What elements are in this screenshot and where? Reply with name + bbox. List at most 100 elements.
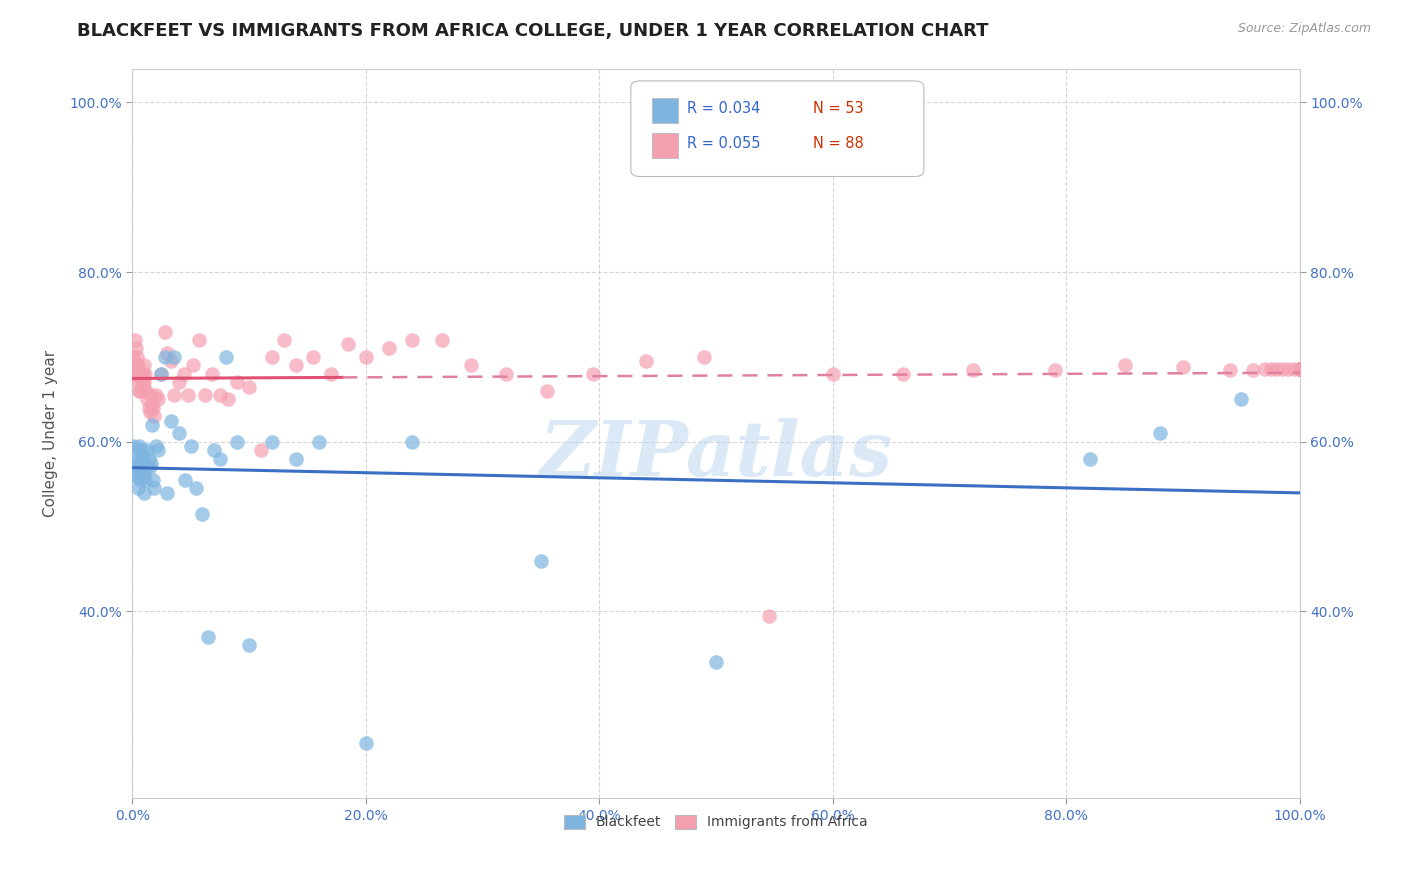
Point: [159, 354, 181, 368]
Point: [194, 388, 217, 402]
Point: [128, 367, 150, 381]
Point: [173, 473, 195, 487]
Point: [142, 473, 165, 487]
Point: [1288, 362, 1310, 376]
Point: [146, 392, 169, 407]
Point: [131, 443, 153, 458]
Point: [284, 451, 307, 466]
Point: [1241, 362, 1264, 376]
Point: [145, 439, 167, 453]
Point: [150, 367, 173, 381]
Point: [302, 350, 325, 364]
Point: [202, 443, 225, 458]
Point: [1171, 360, 1194, 375]
Point: [273, 333, 295, 347]
Point: [132, 456, 155, 470]
Point: [125, 367, 148, 381]
Point: [125, 342, 148, 356]
Point: [125, 460, 148, 475]
Point: [129, 367, 152, 381]
Point: [201, 367, 224, 381]
Point: [159, 414, 181, 428]
Point: [129, 460, 152, 475]
Point: [163, 350, 186, 364]
Point: [319, 367, 342, 381]
Point: [131, 367, 153, 381]
Point: [127, 376, 149, 390]
Text: R = 0.055: R = 0.055: [688, 136, 761, 151]
Point: [132, 359, 155, 373]
Point: [215, 350, 238, 364]
Point: [142, 401, 165, 415]
Point: [693, 350, 716, 364]
Point: [156, 485, 179, 500]
Point: [163, 388, 186, 402]
Y-axis label: College, Under 1 year: College, Under 1 year: [44, 350, 58, 516]
Point: [135, 384, 157, 398]
Point: [238, 639, 260, 653]
Point: [758, 608, 780, 623]
Point: [217, 392, 239, 407]
Point: [1288, 362, 1310, 376]
Point: [1288, 362, 1310, 376]
Point: [136, 443, 159, 458]
Point: [134, 473, 156, 487]
Point: [1282, 362, 1305, 376]
Point: [1230, 392, 1253, 407]
Point: [354, 736, 377, 750]
Point: [135, 460, 157, 475]
Point: [284, 359, 307, 373]
Legend: Blackfeet, Immigrants from Africa: Blackfeet, Immigrants from Africa: [558, 809, 873, 835]
Point: [125, 359, 148, 373]
FancyBboxPatch shape: [652, 98, 678, 123]
Point: [1254, 362, 1277, 376]
Point: [354, 350, 377, 364]
Point: [167, 426, 190, 441]
Text: R = 0.034: R = 0.034: [688, 101, 761, 116]
Point: [238, 379, 260, 393]
Point: [1043, 362, 1066, 376]
Point: [125, 451, 148, 466]
Point: [226, 376, 249, 390]
Point: [208, 388, 231, 402]
Point: [145, 388, 167, 402]
Point: [143, 409, 166, 424]
Point: [128, 443, 150, 458]
Point: [139, 460, 162, 475]
Point: [136, 392, 159, 407]
Point: [401, 434, 423, 449]
Point: [1288, 362, 1310, 376]
Point: [128, 384, 150, 398]
Point: [134, 384, 156, 398]
Point: [430, 333, 453, 347]
Point: [173, 367, 195, 381]
Text: N = 53: N = 53: [813, 101, 863, 116]
Point: [262, 350, 284, 364]
Point: [153, 350, 176, 364]
Point: [337, 337, 360, 351]
Point: [124, 456, 146, 470]
Point: [138, 401, 160, 415]
Point: [536, 384, 558, 398]
Point: [1260, 362, 1282, 376]
Point: [124, 333, 146, 347]
Text: BLACKFEET VS IMMIGRANTS FROM AFRICA COLLEGE, UNDER 1 YEAR CORRELATION CHART: BLACKFEET VS IMMIGRANTS FROM AFRICA COLL…: [77, 22, 988, 40]
Point: [208, 451, 231, 466]
Point: [186, 482, 208, 496]
Point: [891, 367, 914, 381]
Point: [128, 439, 150, 453]
Point: [131, 376, 153, 390]
Point: [125, 350, 148, 364]
Point: [262, 434, 284, 449]
Point: [197, 630, 219, 644]
Point: [139, 456, 162, 470]
Point: [139, 405, 162, 419]
Point: [177, 388, 200, 402]
Point: [153, 325, 176, 339]
Point: [530, 553, 553, 567]
Point: [1078, 451, 1101, 466]
Point: [1265, 362, 1288, 376]
Point: [156, 345, 179, 359]
Point: [127, 359, 149, 373]
Point: [122, 350, 145, 364]
